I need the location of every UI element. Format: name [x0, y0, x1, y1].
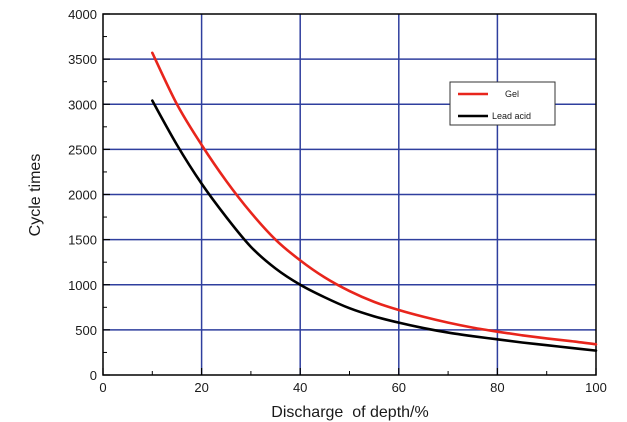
legend-label-gel: Gel — [505, 89, 519, 99]
series-line-gel — [151, 51, 598, 346]
axis-ticks — [102, 13, 597, 376]
axis-tick-labels: 0 20 40 60 80 1000500100015002000250030003500… — [68, 7, 607, 395]
y-tick-label: 1500 — [68, 233, 97, 248]
legend-box — [449, 81, 556, 126]
x-tick-label: 40 — [293, 380, 307, 395]
data-series — [151, 51, 598, 352]
x-tick-label: 60 — [392, 380, 406, 395]
y-tick-label: 0 — [90, 368, 97, 383]
x-tick-label: 80 — [490, 380, 504, 395]
y-tick-label: 2500 — [68, 142, 97, 157]
y-tick-label: 500 — [75, 323, 97, 338]
y-tick-label: 3000 — [68, 97, 97, 112]
y-tick-label: 2000 — [68, 188, 97, 203]
x-axis-title: Discharge of depth/% — [271, 404, 428, 421]
y-tick-label: 4000 — [68, 7, 97, 22]
x-tick-label: 0 — [99, 380, 106, 395]
y-tick-label: 1000 — [68, 278, 97, 293]
series-line-lead-acid — [151, 99, 598, 352]
x-tick-label: 20 — [194, 380, 208, 395]
legend: Gel Lead acid — [449, 81, 556, 126]
y-tick-label: 3500 — [68, 52, 97, 67]
x-tick-label: 100 — [585, 380, 607, 395]
y-axis-title: Cycle times — [27, 154, 44, 237]
legend-label-lead-acid: Lead acid — [492, 111, 531, 121]
